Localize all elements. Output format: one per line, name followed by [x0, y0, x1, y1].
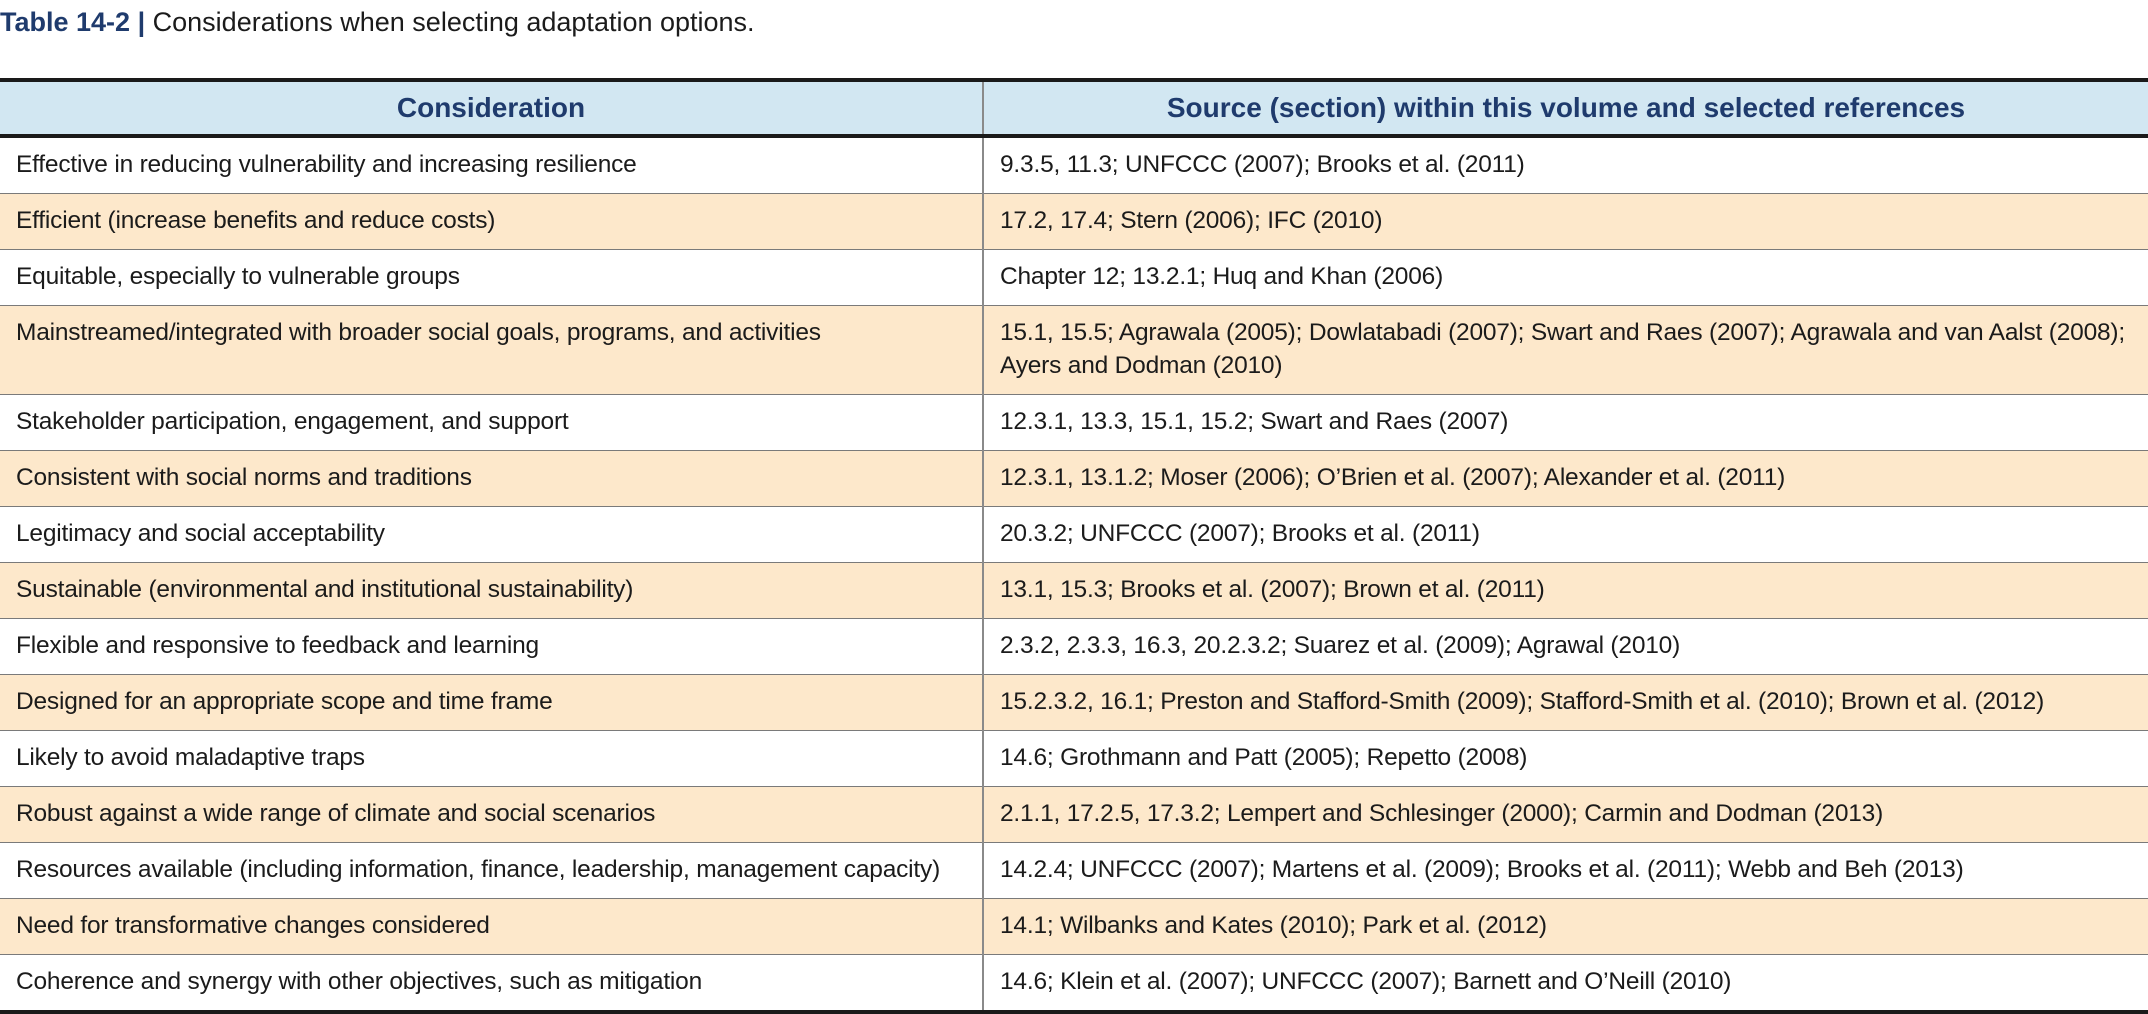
cell-consideration: Resources available (including informati…: [0, 842, 983, 899]
table-row: Sustainable (environmental and instituti…: [0, 562, 2148, 619]
cell-consideration: Stakeholder participation, engagement, a…: [0, 394, 983, 451]
cell-source: 12.3.1, 13.1.2; Moser (2006); O’Brien et…: [982, 450, 2148, 507]
column-header-source: Source (section) within this volume and …: [982, 80, 2148, 138]
table-number: Table 14-2: [0, 7, 131, 37]
table-row: Likely to avoid maladaptive traps 14.6; G…: [0, 730, 2148, 787]
cell-consideration: Mainstreamed/integrated with broader soc…: [0, 305, 983, 395]
cell-source: 14.6; Grothmann and Patt (2005); Repetto…: [982, 730, 2148, 787]
caption-separator: |: [137, 7, 146, 37]
table-row: Efficient (increase benefits and reduce …: [0, 193, 2148, 250]
cell-source: 14.6; Klein et al. (2007); UNFCCC (2007)…: [982, 954, 2148, 1012]
cell-source: 12.3.1, 13.3, 15.1, 15.2; Swart and Raes…: [982, 394, 2148, 451]
table-row: Robust against a wide range of climate a…: [0, 786, 2148, 843]
cell-consideration: Designed for an appropriate scope and ti…: [0, 674, 983, 731]
cell-source: 13.1, 15.3; Brooks et al. (2007); Brown …: [982, 562, 2148, 619]
table-row: Stakeholder participation, engagement, a…: [0, 394, 2148, 451]
cell-source: 15.1, 15.5; Agrawala (2005); Dowlatabadi…: [982, 305, 2148, 395]
cell-consideration: Coherence and synergy with other objecti…: [0, 954, 983, 1012]
table-row: Coherence and synergy with other objecti…: [0, 954, 2148, 1012]
cell-source: 2.1.1, 17.2.5, 17.3.2; Lempert and Schle…: [982, 786, 2148, 843]
caption-text: Considerations when selecting adaptation…: [152, 7, 755, 37]
table-row: Flexible and responsive to feedback and …: [0, 618, 2148, 675]
cell-consideration: Robust against a wide range of climate a…: [0, 786, 983, 843]
table-row: Designed for an appropriate scope and ti…: [0, 674, 2148, 731]
table-row: Effective in reducing vulnerability and …: [0, 136, 2148, 194]
table-body: Effective in reducing vulnerability and …: [0, 136, 2148, 1012]
cell-source: 20.3.2; UNFCCC (2007); Brooks et al. (20…: [982, 506, 2148, 563]
cell-source: 14.1; Wilbanks and Kates (2010); Park et…: [982, 898, 2148, 955]
cell-consideration: Consistent with social norms and traditi…: [0, 450, 983, 507]
considerations-table: Consideration Source (section) within th…: [0, 78, 2148, 1014]
table-row: Mainstreamed/integrated with broader soc…: [0, 305, 2148, 395]
cell-source: 14.2.4; UNFCCC (2007); Martens et al. (2…: [982, 842, 2148, 899]
table-row: Equitable, especially to vulnerable grou…: [0, 249, 2148, 306]
cell-source: 2.3.2, 2.3.3, 16.3, 20.2.3.2; Suarez et …: [982, 618, 2148, 675]
cell-consideration: Likely to avoid maladaptive traps: [0, 730, 983, 787]
table-caption: Table 14-2 | Considerations when selecti…: [0, 2, 755, 42]
cell-source: 15.2.3.2, 16.1; Preston and Stafford-Smi…: [982, 674, 2148, 731]
cell-consideration: Effective in reducing vulnerability and …: [0, 136, 983, 194]
header-row: Consideration Source (section) within th…: [0, 80, 2148, 138]
cell-source: Chapter 12; 13.2.1; Huq and Khan (2006): [982, 249, 2148, 306]
cell-consideration: Need for transformative changes consider…: [0, 898, 983, 955]
cell-consideration: Equitable, especially to vulnerable grou…: [0, 249, 983, 306]
cell-source: 17.2, 17.4; Stern (2006); IFC (2010): [982, 193, 2148, 250]
cell-consideration: Sustainable (environmental and instituti…: [0, 562, 983, 619]
cell-source: 9.3.5, 11.3; UNFCCC (2007); Brooks et al…: [982, 136, 2148, 194]
column-header-consideration: Consideration: [0, 80, 983, 138]
cell-consideration: Legitimacy and social acceptability: [0, 506, 983, 563]
table-row: Need for transformative changes consider…: [0, 898, 2148, 955]
cell-consideration: Efficient (increase benefits and reduce …: [0, 193, 983, 250]
table-row: Resources available (including informati…: [0, 842, 2148, 899]
table-row: Consistent with social norms and traditi…: [0, 450, 2148, 507]
cell-consideration: Flexible and responsive to feedback and …: [0, 618, 983, 675]
table-row: Legitimacy and social acceptability 20.3.…: [0, 506, 2148, 563]
table-header: Consideration Source (section) within th…: [0, 80, 2148, 138]
